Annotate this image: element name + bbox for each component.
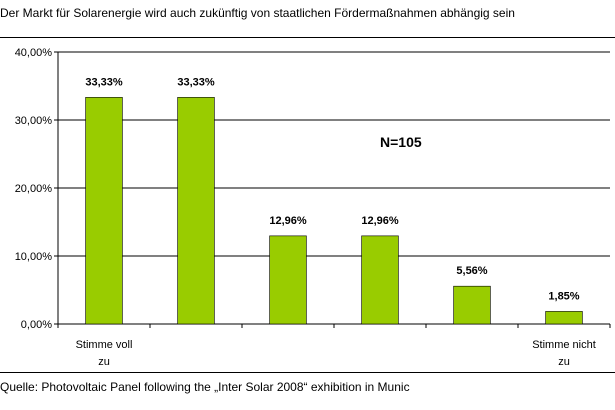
y-tick-label: 40,00% [15, 47, 53, 59]
bar-chart: 0,00%10,00%20,00%30,00%40,00% 33,33% 33,3… [15, 47, 611, 368]
bottom-rule [0, 372, 615, 373]
y-tick-label: 20,00% [15, 183, 53, 195]
data-label: 12,96% [361, 215, 399, 227]
y-tick-label: 10,00% [15, 251, 53, 263]
category-label: zu [558, 356, 570, 368]
bar [85, 97, 123, 325]
category-label: Stimme voll [76, 339, 133, 351]
sample-size-annotation: N=105 [380, 134, 422, 150]
bar [177, 97, 215, 325]
data-label: 33,33% [85, 76, 123, 88]
data-label: 12,96% [269, 215, 307, 227]
data-label: 1,85% [548, 290, 579, 302]
bars [85, 97, 583, 325]
bar [361, 235, 399, 325]
bar [269, 235, 307, 325]
category-label: Stimme nicht [532, 339, 596, 351]
source-note: Quelle: Photovoltaic Panel following the… [0, 380, 410, 394]
bar [545, 311, 583, 325]
category-label: zu [98, 356, 110, 368]
category-labels: Stimme voll zu Stimme nicht zu [76, 339, 596, 368]
y-tick-label: 0,00% [21, 319, 52, 331]
page-title: Der Markt für Solarenergie wird auch zuk… [0, 6, 515, 20]
y-tick-label: 30,00% [15, 115, 53, 127]
axes: 0,00% 10,00% 20,00% 30,00% 40,00% [15, 47, 611, 331]
data-label: 5,56% [456, 265, 487, 277]
bar [453, 285, 491, 325]
gridlines [58, 51, 610, 257]
data-label: 33,33% [177, 76, 215, 88]
top-rule [0, 37, 615, 38]
data-labels: 33,33% 33,33% 12,96% 12,96% 5,56% 1,85% [85, 76, 579, 302]
